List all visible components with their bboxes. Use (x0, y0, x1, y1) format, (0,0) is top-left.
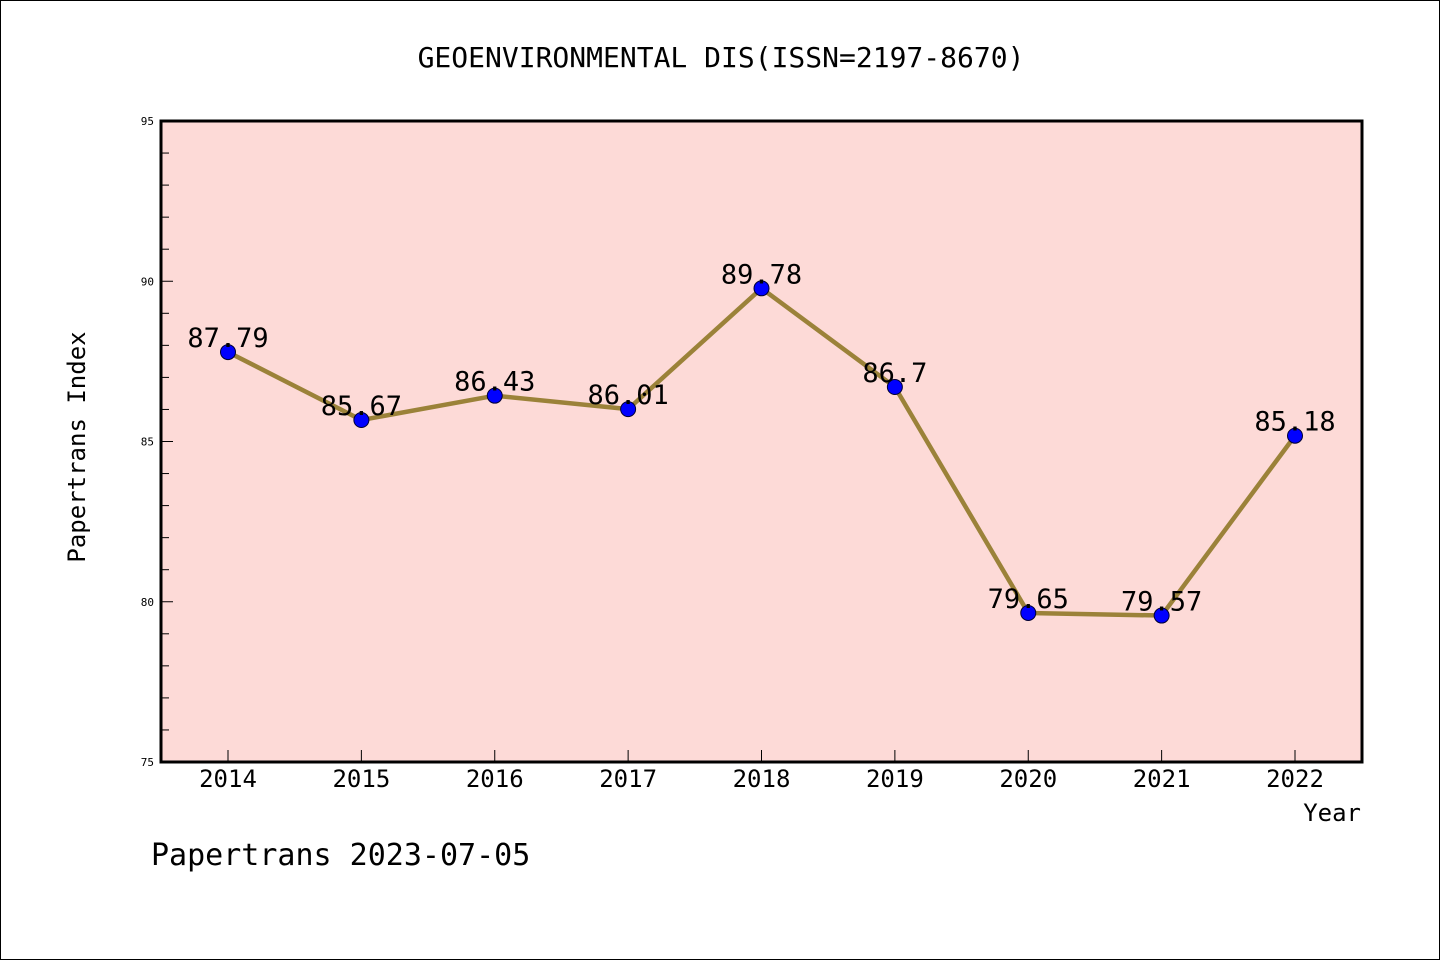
x-tick-label: 2021 (1133, 765, 1191, 793)
x-tick-label: 2017 (599, 765, 657, 793)
x-tick-label: 2015 (332, 765, 390, 793)
data-markers (220, 280, 1303, 624)
data-labels: 87.79 85.67 86.43 86.01 89.78 86.7 79.65 79.57 8… (187, 259, 1335, 617)
data-label: 89.78 (721, 259, 802, 290)
chart-title: GEOENVIRONMENTAL DIS(ISSN=2197-8670) (418, 41, 1025, 74)
x-tick-label: 2020 (999, 765, 1057, 793)
data-point (353, 412, 370, 429)
y-tick-label: 85 (141, 436, 154, 449)
footer-text: Papertrans 2023-07-05 (151, 838, 530, 873)
data-point (620, 401, 637, 418)
x-tick-label: 2022 (1266, 765, 1324, 793)
data-point (1153, 607, 1170, 624)
data-label: 79.65 (988, 584, 1069, 615)
x-tick-label: 2019 (866, 765, 924, 793)
data-label: 86.01 (587, 380, 668, 411)
x-axis: 2014 2015 2016 2017 2018 2019 2020 2021 2022 (199, 750, 1324, 793)
data-label: 79.57 (1121, 587, 1202, 618)
data-point (1020, 604, 1037, 621)
data-label: 85.18 (1254, 407, 1335, 438)
y-axis: 75 80 85 90 95 (141, 115, 173, 769)
y-tick-label: 75 (141, 756, 154, 769)
x-tick-label: 2018 (733, 765, 791, 793)
y-axis-label: Papertrans Index (63, 331, 91, 562)
data-label: 86.43 (454, 367, 535, 398)
data-point (886, 379, 903, 396)
y-tick-label: 80 (141, 596, 154, 609)
data-point (486, 387, 503, 404)
x-tick-label: 2014 (199, 765, 257, 793)
y-tick-label: 90 (141, 275, 154, 288)
plot-area (159, 119, 1364, 764)
x-tick-label: 2016 (466, 765, 524, 793)
data-label: 85.67 (321, 391, 402, 422)
y-tick-label: 95 (141, 115, 154, 128)
data-label: 87.79 (187, 323, 268, 354)
data-point (1287, 427, 1303, 444)
data-point (220, 344, 236, 361)
data-point (753, 280, 770, 297)
x-axis-label: Year (1303, 799, 1361, 827)
data-label: 86.7 (862, 358, 927, 389)
